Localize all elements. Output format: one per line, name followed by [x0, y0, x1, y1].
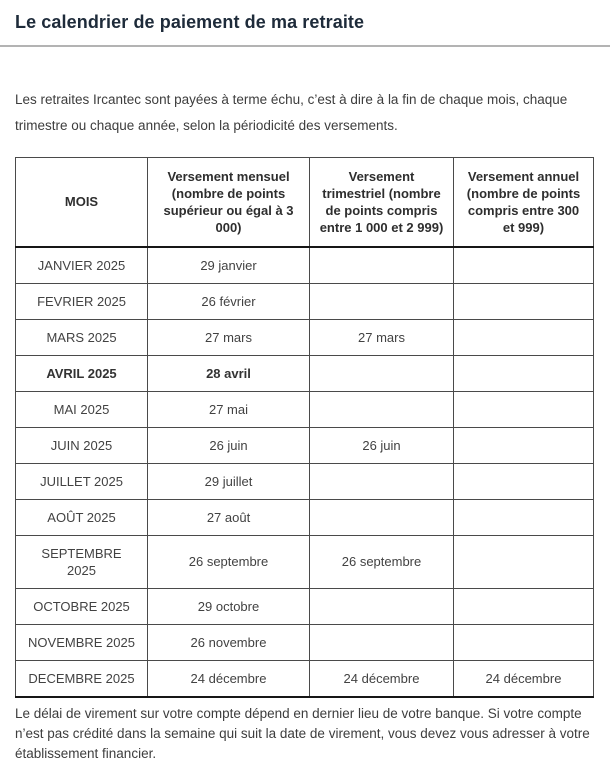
cell-annual-payment [453, 318, 594, 356]
cell-month: JANVIER 2025 [15, 246, 148, 284]
table-row: SEPTEMBRE 2025 26 septembre 26 septembre [15, 534, 594, 589]
cell-monthly-payment: 26 septembre [147, 534, 310, 589]
cell-month: JUIN 2025 [15, 426, 148, 464]
cell-quarterly-payment [309, 587, 454, 625]
cell-annual-payment [453, 246, 594, 284]
table-row: MAI 2025 27 mai [15, 390, 594, 428]
table-row: DECEMBRE 2025 24 décembre 24 décembre 24… [15, 659, 594, 697]
cell-monthly-payment: 26 juin [147, 426, 310, 464]
cell-quarterly-payment [309, 462, 454, 500]
cell-monthly-payment: 28 avril [147, 354, 310, 392]
cell-quarterly-payment [309, 246, 454, 284]
cell-month: NOVEMBRE 2025 [15, 623, 148, 661]
cell-quarterly-payment [309, 390, 454, 428]
cell-monthly-payment: 29 juillet [147, 462, 310, 500]
cell-annual-payment [453, 498, 594, 536]
cell-quarterly-payment: 26 septembre [309, 534, 454, 589]
table-row: AOÛT 2025 27 août [15, 498, 594, 536]
cell-monthly-payment: 29 octobre [147, 587, 310, 625]
table-row: MARS 2025 27 mars 27 mars [15, 318, 594, 356]
payment-calendar-table: MOIS Versement mensuel (nombre de points… [15, 157, 594, 698]
cell-annual-payment [453, 534, 594, 589]
cell-quarterly-payment [309, 498, 454, 536]
cell-monthly-payment: 27 mars [147, 318, 310, 356]
cell-month: FEVRIER 2025 [15, 282, 148, 320]
cell-monthly-payment: 26 février [147, 282, 310, 320]
cell-quarterly-payment: 24 décembre [309, 659, 454, 697]
cell-monthly-payment: 26 novembre [147, 623, 310, 661]
cell-month: DECEMBRE 2025 [15, 659, 148, 697]
table-row: JUILLET 2025 29 juillet [15, 462, 594, 500]
table-row: NOVEMBRE 2025 26 novembre [15, 623, 594, 661]
cell-month: MAI 2025 [15, 390, 148, 428]
cell-quarterly-payment [309, 354, 454, 392]
header-cell-quarterly-payment: Versement trimestriel (nombre de points … [309, 157, 454, 248]
table-header-row: MOIS Versement mensuel (nombre de points… [15, 157, 594, 248]
table-body: JANVIER 2025 29 janvier FEVRIER 2025 26 … [15, 246, 594, 697]
cell-quarterly-payment: 26 juin [309, 426, 454, 464]
table-row: FEVRIER 2025 26 février [15, 282, 594, 320]
cell-quarterly-payment [309, 282, 454, 320]
table-header: MOIS Versement mensuel (nombre de points… [15, 157, 594, 248]
cell-annual-payment [453, 462, 594, 500]
cell-month: SEPTEMBRE 2025 [15, 534, 148, 589]
table-row: OCTOBRE 2025 29 octobre [15, 587, 594, 625]
table-row: AVRIL 2025 28 avril [15, 354, 594, 392]
cell-quarterly-payment: 27 mars [309, 318, 454, 356]
table-row: JUIN 2025 26 juin 26 juin [15, 426, 594, 464]
header-cell-month: MOIS [15, 157, 148, 248]
cell-annual-payment [453, 426, 594, 464]
cell-monthly-payment: 24 décembre [147, 659, 310, 697]
cell-month: AOÛT 2025 [15, 498, 148, 536]
cell-monthly-payment: 27 mai [147, 390, 310, 428]
cell-quarterly-payment [309, 623, 454, 661]
title-divider [0, 45, 610, 47]
table-row: JANVIER 2025 29 janvier [15, 246, 594, 284]
cell-annual-payment [453, 282, 594, 320]
cell-annual-payment [453, 390, 594, 428]
header-cell-annual-payment: Versement annuel (nombre de points compr… [453, 157, 594, 248]
cell-annual-payment [453, 354, 594, 392]
cell-annual-payment [453, 587, 594, 625]
cell-monthly-payment: 27 août [147, 498, 310, 536]
cell-month: MARS 2025 [15, 318, 148, 356]
page-title: Le calendrier de paiement de ma retraite [15, 12, 365, 32]
cell-month: OCTOBRE 2025 [15, 587, 148, 625]
intro-text: Les retraites Ircantec sont payées à ter… [15, 92, 568, 133]
header-cell-monthly-payment: Versement mensuel (nombre de points supé… [147, 157, 310, 248]
cell-annual-payment [453, 623, 594, 661]
cell-month: AVRIL 2025 [15, 354, 148, 392]
cell-monthly-payment: 29 janvier [147, 246, 310, 284]
cell-annual-payment: 24 décembre [453, 659, 594, 697]
footer-text: Le délai de virement sur votre compte dé… [15, 705, 590, 761]
cell-month: JUILLET 2025 [15, 462, 148, 500]
